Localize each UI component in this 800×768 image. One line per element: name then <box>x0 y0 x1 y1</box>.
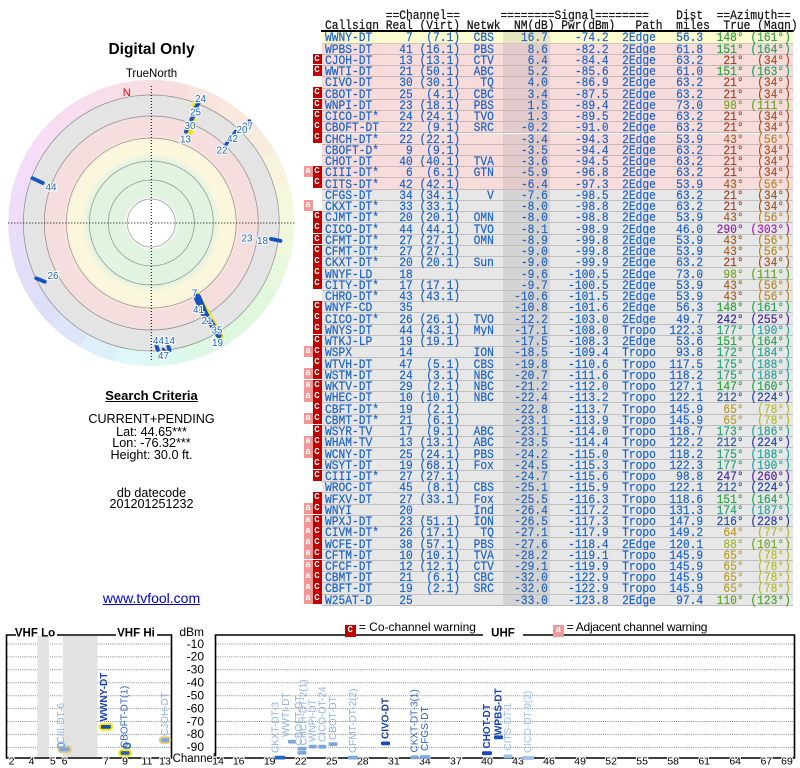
svg-text:24: 24 <box>195 94 206 105</box>
svg-text:CFMT-DT-2(2): CFMT-DT-2(2) <box>348 689 359 753</box>
svg-text:dBm: dBm <box>179 625 204 639</box>
svg-text:CICO-DT-9(2): CICO-DT-9(2) <box>523 691 534 753</box>
svg-text:-60: -60 <box>187 701 205 715</box>
svg-text:37: 37 <box>450 756 462 768</box>
svg-text:25: 25 <box>190 108 201 119</box>
svg-text:CKXT-DT-3: CKXT-DT-3 <box>271 701 282 753</box>
svg-text:N: N <box>123 87 131 99</box>
svg-text:43: 43 <box>512 756 524 768</box>
svg-text:CBOFT-DT(1): CBOFT-DT(1) <box>119 686 130 748</box>
svg-text:-80: -80 <box>187 727 205 741</box>
svg-text:5: 5 <box>50 756 56 768</box>
svg-text:20: 20 <box>237 125 248 136</box>
svg-text:-70: -70 <box>187 714 205 728</box>
svg-text:CBOT-DT: CBOT-DT <box>328 696 339 740</box>
svg-text:14: 14 <box>212 756 224 768</box>
svg-text:42: 42 <box>227 134 238 145</box>
svg-text:35: 35 <box>212 326 223 337</box>
svg-text:22: 22 <box>295 756 307 768</box>
svg-text:40: 40 <box>481 756 493 768</box>
svg-text:44: 44 <box>153 336 164 347</box>
svg-text:46: 46 <box>543 756 555 768</box>
svg-text:28: 28 <box>357 756 369 768</box>
svg-text:52: 52 <box>605 756 617 768</box>
svg-text:22: 22 <box>217 145 228 156</box>
svg-text:-40: -40 <box>187 676 205 690</box>
svg-text:VHF Lo: VHF Lo <box>15 628 55 640</box>
svg-text:23: 23 <box>242 233 253 244</box>
svg-text:CHCH-DT-2(1): CHCH-DT-2(1) <box>299 679 310 745</box>
svg-text:WPBS-DT: WPBS-DT <box>494 688 505 735</box>
svg-text:WWNY-DT: WWNY-DT <box>99 673 110 722</box>
svg-text:CBOFT-DT: CBOFT-DT <box>294 696 305 746</box>
svg-text:47: 47 <box>158 351 169 362</box>
svg-text:Channel: Channel <box>173 753 216 765</box>
svg-text:6: 6 <box>62 756 68 768</box>
svg-text:CIII-DT-6: CIII-DT-6 <box>56 703 67 744</box>
svg-text:31: 31 <box>388 756 400 768</box>
svg-text:19: 19 <box>264 756 276 768</box>
svg-text:19: 19 <box>212 338 223 349</box>
svg-text:VHF Hi: VHF Hi <box>117 628 155 640</box>
svg-text:58: 58 <box>667 756 679 768</box>
svg-text:CICO-DT-24: CICO-DT-24 <box>318 686 329 742</box>
svg-text:27: 27 <box>242 121 253 132</box>
svg-text:WNPI-DT: WNPI-DT <box>308 699 319 742</box>
svg-text:25: 25 <box>326 756 338 768</box>
svg-text:64: 64 <box>729 756 741 768</box>
svg-text:CIVO-DT: CIVO-DT <box>381 698 392 739</box>
svg-text:7: 7 <box>103 756 109 768</box>
svg-text:16: 16 <box>233 756 245 768</box>
svg-text:CKXT-DT-3(1): CKXT-DT-3(1) <box>410 689 421 752</box>
svg-text:14: 14 <box>164 336 175 347</box>
svg-text:18: 18 <box>257 236 268 247</box>
svg-text:CITS-DT-1: CITS-DT-1 <box>503 702 514 750</box>
svg-text:69: 69 <box>781 756 793 768</box>
svg-text:-10: -10 <box>187 637 205 651</box>
svg-text:13: 13 <box>180 134 191 145</box>
svg-text:CFGS-DT: CFGS-DT <box>420 707 431 751</box>
svg-text:61: 61 <box>698 756 710 768</box>
svg-text:CJOH-DT: CJOH-DT <box>160 692 171 736</box>
svg-text:55: 55 <box>636 756 648 768</box>
svg-text:30: 30 <box>185 121 196 132</box>
svg-text:CHOT-DT: CHOT-DT <box>482 704 493 748</box>
svg-text:-90: -90 <box>187 740 205 754</box>
svg-text:-50: -50 <box>187 689 205 703</box>
svg-text:21: 21 <box>202 316 213 327</box>
svg-text:7: 7 <box>192 289 198 300</box>
svg-text:49: 49 <box>574 756 586 768</box>
svg-text:UHF: UHF <box>491 627 515 639</box>
svg-text:26: 26 <box>48 271 59 282</box>
svg-text:44: 44 <box>46 183 57 194</box>
svg-text:13: 13 <box>159 756 171 768</box>
svg-text:4: 4 <box>29 756 35 768</box>
svg-text:41: 41 <box>193 305 204 316</box>
svg-text:-30: -30 <box>187 663 205 677</box>
svg-text:11: 11 <box>142 756 153 768</box>
svg-text:67: 67 <box>760 756 772 768</box>
svg-text:2: 2 <box>9 756 15 768</box>
svg-text:WWTI-DT: WWTI-DT <box>281 693 292 737</box>
svg-text:-20: -20 <box>187 650 205 664</box>
svg-text:9: 9 <box>122 756 128 768</box>
